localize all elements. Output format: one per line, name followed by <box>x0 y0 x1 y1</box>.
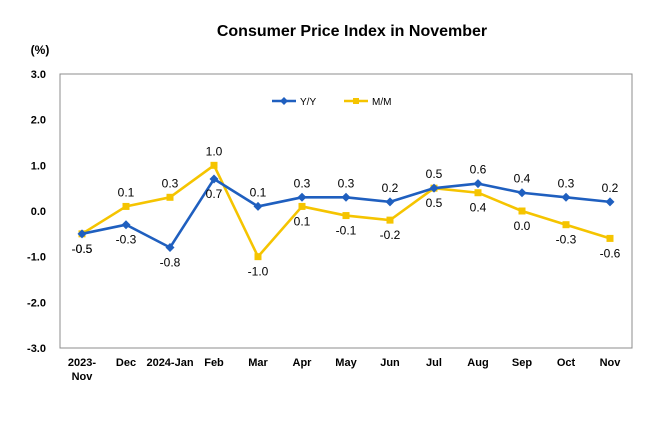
data-label-mm: 0.3 <box>162 176 179 190</box>
data-point-mm <box>254 253 262 261</box>
data-label-yy: 0.1 <box>250 185 267 199</box>
x-tick-label: 2024-Jan <box>146 357 193 369</box>
data-point-yy <box>429 183 439 193</box>
data-label-yy: 0.3 <box>294 176 311 190</box>
data-point-mm <box>386 216 394 224</box>
data-label-mm: -0.5 <box>72 242 93 256</box>
legend-label: Y/Y <box>300 97 316 108</box>
y-tick-label: -3.0 <box>27 343 46 355</box>
data-label-mm: 0.1 <box>118 185 135 199</box>
data-label-yy: 0.5 <box>426 167 443 181</box>
chart-title: Consumer Price Index in November <box>217 23 487 40</box>
data-point-mm <box>122 202 130 210</box>
data-point-mm <box>562 221 570 229</box>
x-tick-label: Mar <box>248 357 268 369</box>
data-label-mm: 0.5 <box>426 196 443 210</box>
data-point-yy <box>473 179 483 189</box>
y-tick-label: 2.0 <box>31 115 46 127</box>
y-tick-label: 3.0 <box>31 69 46 81</box>
data-label-mm: -0.1 <box>336 224 357 238</box>
data-point-mm <box>298 202 306 210</box>
data-point-yy <box>517 188 527 198</box>
data-label-yy: 0.4 <box>514 172 531 186</box>
data-label-yy: -0.3 <box>116 233 137 247</box>
x-tick-label: May <box>335 357 357 369</box>
legend-marker <box>280 97 288 105</box>
x-tick-label: Jun <box>380 357 400 369</box>
data-label-mm: -0.3 <box>556 233 577 247</box>
data-label-mm: 1.0 <box>206 144 223 158</box>
x-tick-label: Apr <box>293 357 313 369</box>
data-point-yy <box>561 192 571 202</box>
data-label-yy: -0.8 <box>160 256 181 270</box>
data-point-mm <box>518 207 526 215</box>
plot-frame <box>59 73 633 349</box>
x-tick-label: Aug <box>467 357 488 369</box>
x-tick-label: 2023-Nov <box>68 357 96 383</box>
data-point-yy <box>253 201 263 211</box>
x-tick-label: Jul <box>426 357 442 369</box>
data-point-mm <box>166 193 174 201</box>
y-tick-label: 0.0 <box>31 206 46 218</box>
data-point-yy <box>341 192 351 202</box>
data-point-mm <box>342 212 350 220</box>
data-label-mm: -1.0 <box>248 265 269 279</box>
x-tick-label: Nov <box>600 357 622 369</box>
x-tick-label: Feb <box>204 357 224 369</box>
data-label-mm: 0.4 <box>470 201 487 215</box>
data-point-yy <box>209 174 219 184</box>
data-label-mm: -0.2 <box>380 228 401 242</box>
data-point-mm <box>210 161 218 169</box>
data-point-mm <box>606 234 614 242</box>
data-label-yy: -0.5 <box>72 242 93 256</box>
y-tick-label: -1.0 <box>27 252 46 264</box>
data-point-yy <box>121 220 131 230</box>
y-tick-label: -2.0 <box>27 297 46 309</box>
data-label-mm: 0.1 <box>294 214 311 228</box>
data-label-yy: 0.6 <box>470 163 487 177</box>
data-point-yy <box>297 192 307 202</box>
data-point-yy <box>165 243 175 253</box>
x-tick-label: Oct <box>557 357 576 369</box>
data-label-yy: 0.2 <box>602 181 619 195</box>
data-point-yy <box>385 197 395 207</box>
data-label-yy: 0.3 <box>338 176 355 190</box>
data-point-yy <box>605 197 615 207</box>
x-tick-label: Dec <box>116 357 136 369</box>
x-tick-label: Sep <box>512 357 532 369</box>
data-label-mm: 0.0 <box>514 219 531 233</box>
plot-area: 3.0 2.0 1.0 0.0 -1.0 -2.0 -3.0 2023-Nov Dec 2024-… <box>27 69 633 383</box>
legend-label: M/M <box>372 97 391 108</box>
y-axis-unit-label: (%) <box>31 43 50 57</box>
data-point-yy <box>77 229 87 239</box>
legend-marker <box>353 98 359 104</box>
data-label-yy: 0.7 <box>206 187 223 201</box>
y-tick-label: 1.0 <box>31 160 46 172</box>
data-point-mm <box>474 189 482 197</box>
data-label-yy: 0.2 <box>382 181 399 195</box>
data-label-yy: 0.3 <box>558 176 575 190</box>
data-label-mm: -0.6 <box>600 246 621 260</box>
